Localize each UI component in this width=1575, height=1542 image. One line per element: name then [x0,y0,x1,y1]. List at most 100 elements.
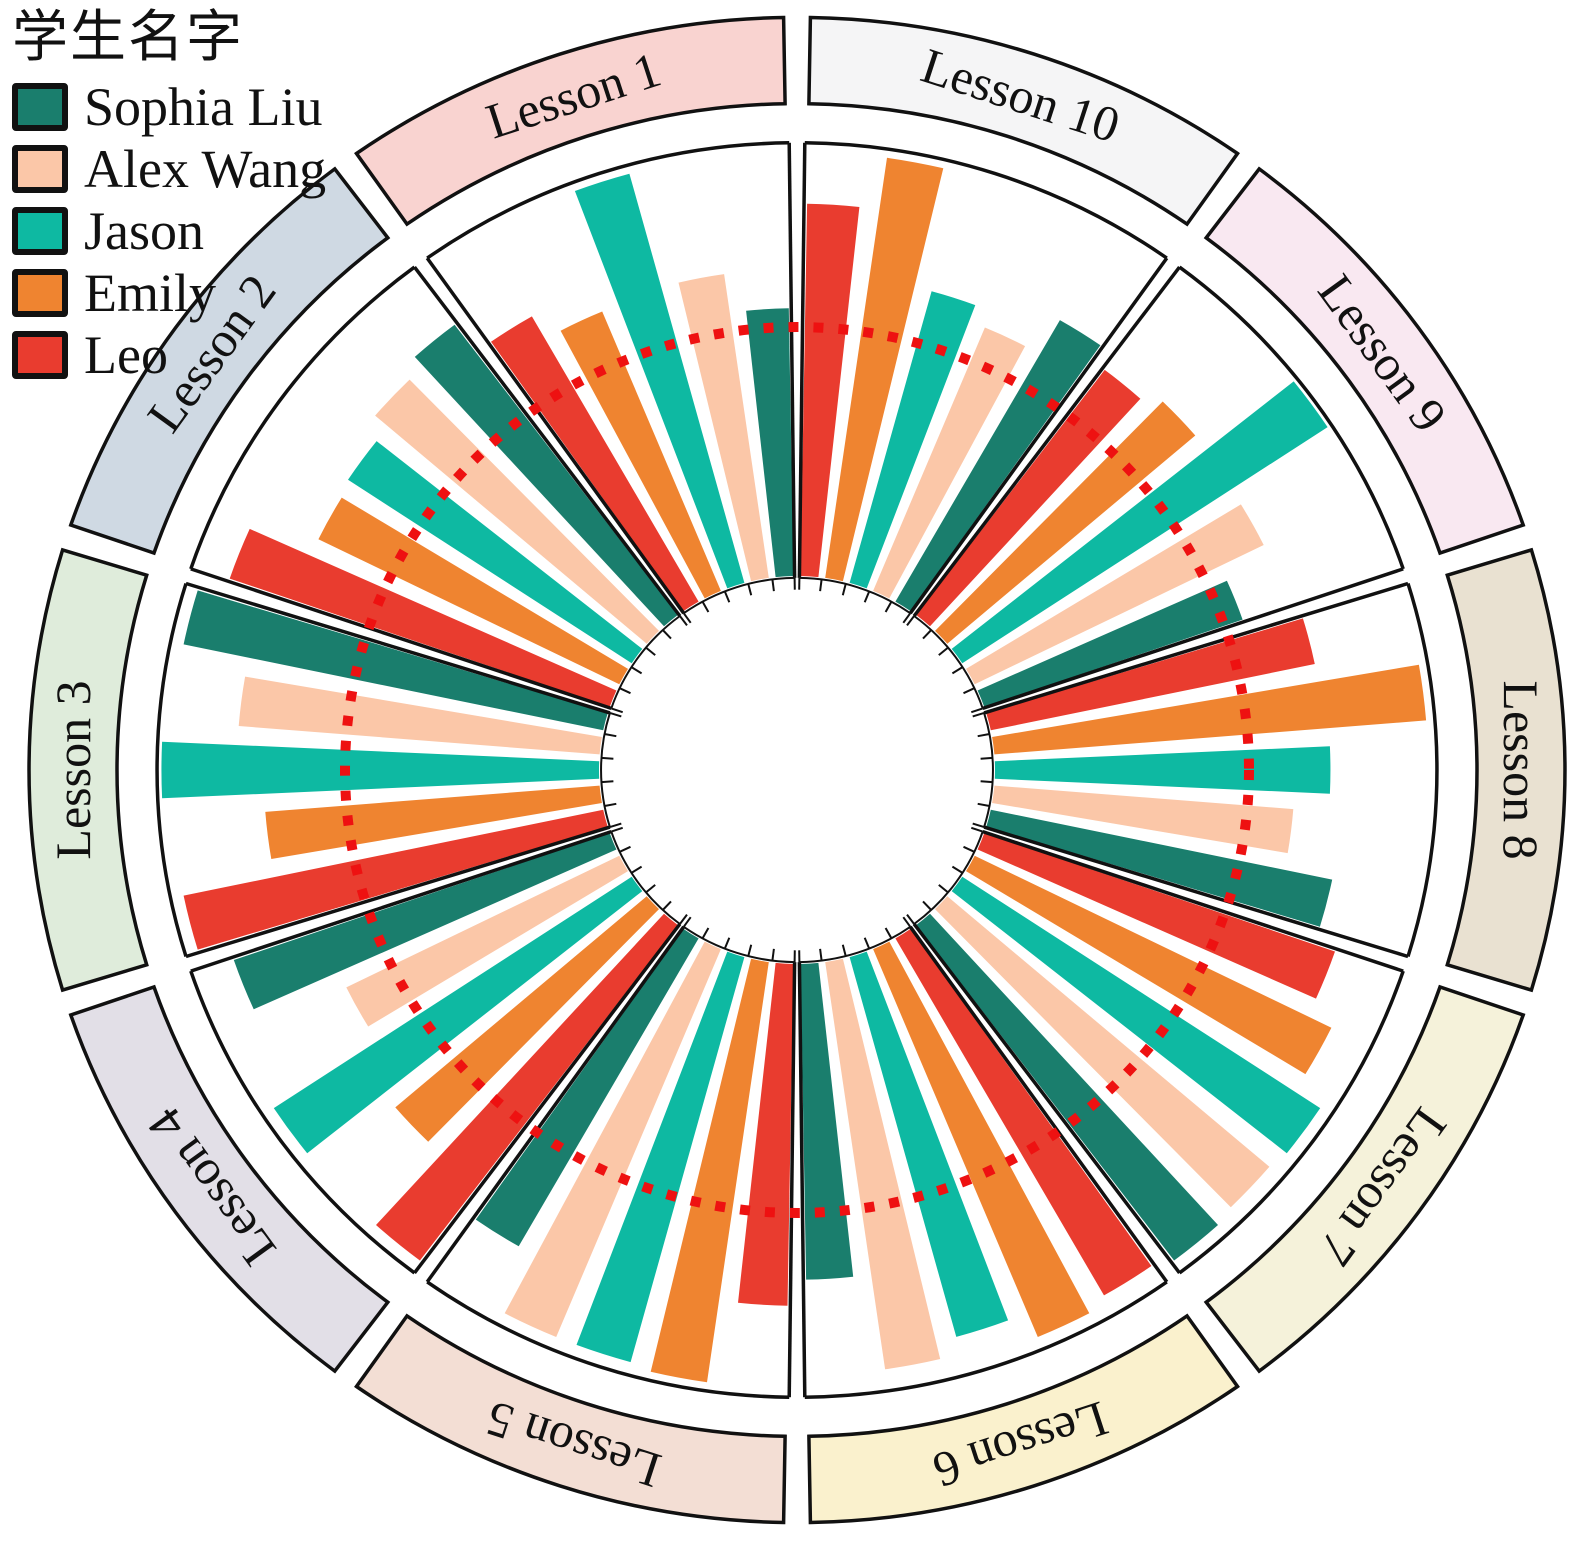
inner-tick-icon [863,937,871,949]
inner-tick-icon [682,916,692,928]
bar-lesson-3-leo [183,809,608,950]
sector-outer-arc-lesson-2 [189,265,416,570]
sector-band-lesson-7 [1203,984,1526,1374]
bar-lesson-4-alex-wang [346,855,628,1027]
bar-lesson-2-alex-wang [375,379,659,644]
sector-label-lesson-8: Lesson 8 [1493,680,1549,859]
sector-divider [908,257,1169,615]
bar-lesson-4-emily [395,896,659,1142]
legend: 学生名字 Sophia Liu Alex Wang Jason Emily Leo [12,6,326,386]
inner-tick-icon [922,900,932,911]
bar-lesson-2-leo [229,528,617,707]
inner-tick-icon [938,646,949,656]
inner-tick-icon [701,601,710,613]
inner-tick-icon [601,756,614,760]
legend-label-leo: Leo [84,325,168,386]
bar-lesson-9-leo [916,369,1141,627]
legend-swatch-emily-icon [12,269,68,318]
inner-tick-icon [630,865,643,874]
sector-band-lesson-3 [27,547,149,993]
bar-lesson-10-jason [849,291,976,589]
bar-lesson-10-alex-wang [873,327,1026,599]
inner-tick-icon [970,707,984,714]
legend-swatch-alex-wang-icon [12,145,68,194]
sector-outer-arc-lesson-4 [189,970,416,1275]
inner-tick-icon [682,612,692,624]
bar-lesson-8-emily [992,664,1427,755]
bar-lesson-5-leo [738,962,794,1306]
bar-lesson-8-jason [994,746,1331,794]
inner-tick-icon [980,780,993,784]
bar-lesson-2-emily [318,497,628,685]
inner-tick-icon [610,707,624,714]
bar-lesson-7-sophia-liu [916,913,1218,1261]
inner-tick-icon [906,913,915,925]
inner-tick-icon [604,802,617,807]
inner-tick-icon [938,884,949,894]
bar-lesson-7-emily [966,855,1332,1075]
legend-items: Sophia Liu Alex Wang Jason Emily Leo [12,76,326,386]
sector-outer-arc-lesson-5 [426,1280,790,1399]
inner-hole-arc-lesson-6 [799,925,911,964]
legend-label-sophia-liu: Sophia Liu [84,77,323,138]
bar-lesson-7-alex-wang [935,896,1270,1208]
sector-band-lesson-4 [68,984,391,1374]
inner-hole-arc-lesson-9 [913,615,984,709]
bar-lesson-4-jason [273,876,643,1154]
legend-item-leo: Leo [12,324,326,386]
inner-tick-icon [662,629,672,640]
bar-lesson-9-emily [935,401,1196,644]
legend-swatch-sophia-liu-icon [12,83,68,132]
legend-item-jason: Jason [12,200,326,262]
sector-divider [797,962,807,1398]
sector-divider [982,829,1404,973]
inner-tick-icon [977,802,990,807]
bar-lesson-1-alex-wang [678,274,769,582]
bar-lesson-6-jason [849,951,1009,1337]
inner-tick-icon [902,612,912,624]
sector-outer-arc-lesson-8 [1406,582,1439,958]
legend-label-emily: Emily [84,263,216,324]
inner-tick-icon [645,646,656,656]
inner-tick-icon [863,591,871,603]
inner-tick-icon [963,845,975,853]
inner-hole-arc-lesson-5 [683,925,795,964]
inner-tick-icon [963,687,975,695]
inner-tick-icon [645,884,656,894]
bar-lesson-8-sophia-liu [986,809,1333,927]
legend-item-alex-wang: Alex Wang [12,138,326,200]
inner-tick-icon [662,900,672,911]
inner-tick-icon [972,711,985,718]
legend-item-sophia-liu: Sophia Liu [12,76,326,138]
inner-tick-icon [884,927,893,939]
sector-divider [787,142,797,578]
inner-tick-icon [701,927,710,939]
bar-lesson-6-emily [873,941,1090,1337]
inner-tick-icon [972,822,985,829]
inner-tick-icon [980,756,993,760]
inner-hole-arc-lesson-1 [683,576,795,615]
sector-divider [425,925,686,1283]
bar-lesson-8-alex-wang [992,785,1294,854]
inner-tick-icon [747,944,753,957]
sector-divider [185,581,611,715]
sector-divider [983,581,1409,715]
inner-tick-icon [610,826,624,833]
bar-lesson-5-emily [650,958,769,1383]
sector-divider [413,266,682,618]
inner-tick-icon [819,579,823,592]
bar-lesson-5-alex-wang [504,941,721,1337]
sector-band-lesson-1 [354,15,787,227]
sector-outer-arc-lesson-1 [426,141,790,260]
bar-lesson-4-sophia-liu [233,833,617,1010]
inner-tick-icon [630,666,643,675]
sector-divider [185,825,611,959]
bar-lesson-3-alex-wang [238,676,602,755]
inner-tick-icon [609,822,622,829]
sector-divider [912,266,1181,618]
inner-tick-icon [747,583,753,596]
inner-tick-icon [619,845,631,853]
bar-lesson-1-leo [491,316,699,612]
